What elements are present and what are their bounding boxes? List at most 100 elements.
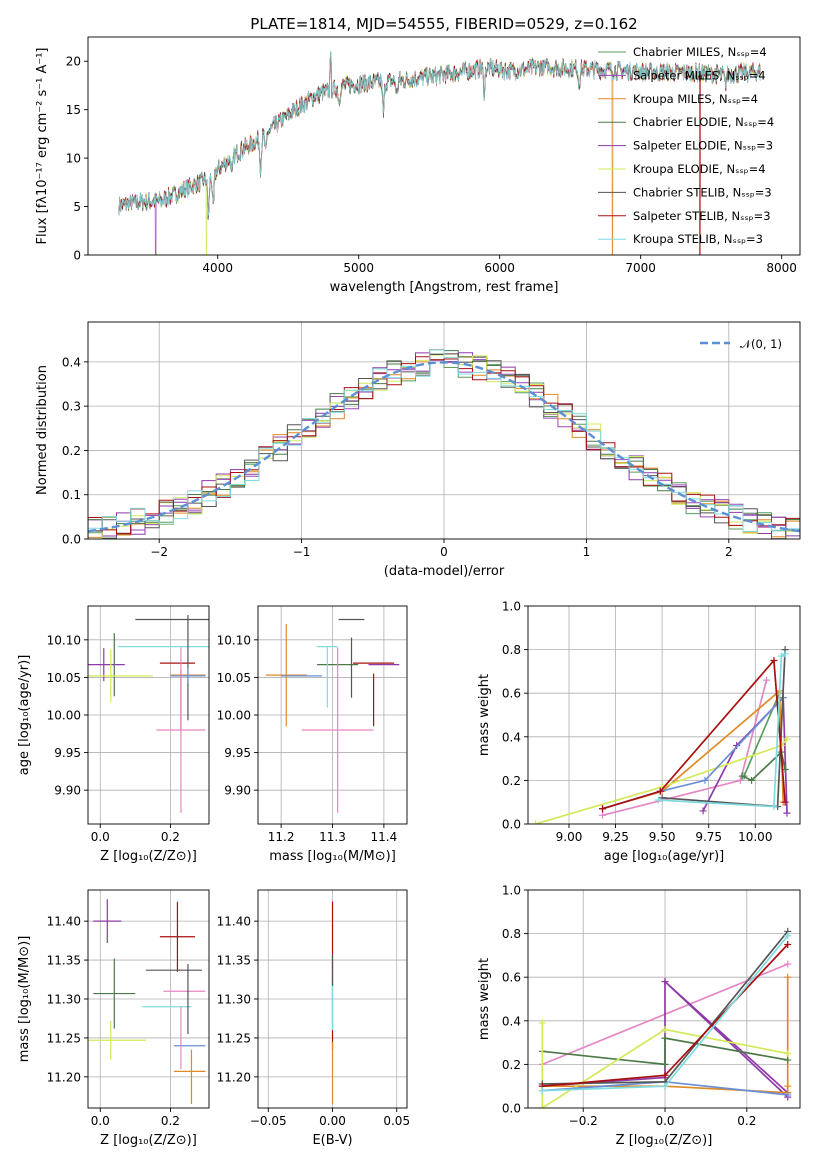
y-tick-label: 0.8 [502, 927, 521, 941]
y-tick-label: 11.20 [47, 1070, 81, 1084]
y-tick-label: 10.05 [47, 671, 81, 685]
y-tick-label: 1.0 [502, 884, 521, 898]
y-tick-label: 11.20 [217, 1070, 251, 1084]
y-tick-label: 0.4 [502, 730, 521, 744]
legend-entry: 𝒩(0, 1) [740, 337, 782, 351]
weight-marker [762, 676, 770, 684]
massweight-vs-age-panel: 9.00 9.25 9.50 9.75 10.00 0.0 0.2 0.4 0.6 0.8 1.0 a… [477, 600, 801, 864]
x-tick-label: 0.2 [161, 1114, 180, 1128]
y-tick-label: 0.6 [502, 971, 521, 985]
x-tick-label: −0.2 [569, 1114, 598, 1128]
weight-marker [661, 978, 669, 986]
weight-marker [748, 776, 756, 784]
y-tick-label: 10.05 [217, 671, 251, 685]
massweight-vs-age-frame [527, 605, 801, 825]
x-tick-label: 0.2 [161, 830, 180, 844]
y-tick-label: 0.3 [62, 400, 81, 414]
x-tick-label: 2 [725, 545, 733, 559]
massweight-vs-Z-plot-area [528, 890, 800, 1108]
x-tick-label: 0 [440, 545, 448, 559]
weight-marker [654, 796, 662, 804]
y-tick-label: 0.0 [502, 818, 521, 832]
weight-marker [699, 807, 707, 815]
x-tick-label: −0.05 [250, 1114, 287, 1128]
weight-marker [661, 1071, 669, 1079]
weight-marker [738, 772, 746, 780]
y-axis-label: Normed distribution [35, 365, 50, 495]
x-tick-label: 0.2 [737, 1114, 756, 1128]
y-tick-label: 5 [73, 200, 81, 214]
y-tick-label: 0.2 [502, 774, 521, 788]
y-tick-label: 11.40 [47, 915, 81, 929]
weight-marker [784, 1050, 792, 1057]
spectrum-line-ks [118, 50, 761, 217]
x-tick-label: 11.4 [371, 830, 398, 844]
weight-marker [661, 1026, 669, 1034]
y-tick-label: 11.30 [217, 993, 251, 1007]
y-tick-label: 10.00 [47, 709, 81, 723]
weight-marker [783, 735, 791, 743]
weight-marker [784, 1082, 792, 1090]
x-tick-label: 5000 [343, 261, 374, 275]
x-axis-label: mass [log₁₀(M/M⊙)] [269, 849, 396, 864]
weight-marker [770, 803, 778, 811]
weight-marker [784, 941, 792, 948]
y-axis-label: mass weight [477, 958, 492, 1040]
weight-marker [538, 1019, 546, 1027]
weight-marker [701, 776, 709, 784]
spectrum-panel: 4000 5000 6000 7000 8000 0 5 10 15 20 wavelength [… [35, 15, 801, 295]
x-tick-label: −1 [293, 545, 311, 559]
x-axis-label: (data-model)/error [384, 564, 505, 579]
weight-line-ce [741, 750, 786, 782]
spectrum-legend: Chabrier MILES, Nₛₛₚ=4 Salpeter MILES, Nₛ… [598, 45, 774, 246]
y-tick-label: 0 [73, 249, 81, 263]
massweight-vs-Z-frame [527, 889, 801, 1109]
age-vs-Z-plot-area [88, 606, 209, 824]
y-tick-label: 11.30 [47, 993, 81, 1007]
residuals-panel: −2 −1 0 1 2 0.0 0.1 0.2 0.3 0.4 (data-model)/error… [35, 321, 801, 579]
spectrum-plot-area [118, 50, 761, 255]
x-tick-label: 6000 [484, 261, 515, 275]
y-tick-label: 0.2 [62, 444, 81, 458]
weight-marker [599, 805, 607, 813]
y-axis-label: age [log₁₀(age/yr)] [17, 655, 32, 776]
weight-marker [784, 960, 792, 968]
weight-line-se [542, 979, 789, 1100]
spectrum-line-km [118, 52, 761, 255]
x-axis-label: age [log₁₀(age/yr)] [604, 849, 725, 864]
weight-marker [599, 811, 607, 819]
mass-vs-EBV-plot-area [258, 890, 407, 1108]
x-tick-label: 0.0 [91, 1114, 110, 1128]
y-axis-label: mass weight [477, 674, 492, 756]
weight-marker [784, 1091, 792, 1099]
y-tick-label: 11.40 [217, 915, 251, 929]
legend-entry: Salpeter ELODIE, Nₛₛₚ=3 [633, 139, 773, 153]
age-vs-Z-panel: 0.0 0.2 9.90 9.95 10.00 10.05 10.10 Z [log₁₀(Z/… [17, 605, 210, 864]
y-axis-label: Flux [fλ10⁻¹⁷ erg cm⁻² s⁻¹ A⁻¹] [35, 48, 50, 245]
massweight-vs-age-plot-area [528, 606, 800, 824]
normal-curve [88, 361, 800, 533]
x-tick-label: 11.2 [268, 830, 295, 844]
residuals-plot-area [88, 322, 800, 539]
y-tick-label: 10.00 [217, 709, 251, 723]
y-tick-label: 0.8 [502, 643, 521, 657]
y-tick-label: 11.35 [217, 954, 251, 968]
x-tick-label: 10.00 [738, 830, 772, 844]
legend-entry: Salpeter MILES, Nₛₛₚ=4 [633, 68, 766, 82]
y-tick-label: 1.0 [502, 600, 521, 614]
y-tick-label: 9.95 [224, 746, 251, 760]
y-tick-label: 10 [66, 152, 81, 166]
y-tick-label: 11.35 [47, 954, 81, 968]
weight-line-ks [658, 653, 786, 808]
weight-marker [783, 809, 791, 817]
legend-entry: Chabrier ELODIE, Nₛₛₚ=4 [633, 115, 774, 129]
x-tick-label: 11.3 [319, 830, 346, 844]
x-tick-label: 0.00 [319, 1114, 346, 1128]
weight-marker [661, 1034, 669, 1042]
weight-line-cs [662, 649, 786, 808]
weight-marker [784, 1056, 792, 1064]
weight-marker [736, 776, 744, 784]
y-tick-label: 0.6 [502, 687, 521, 701]
x-axis-label: Z [log₁₀(Z/Z⊙)] [100, 1133, 197, 1148]
